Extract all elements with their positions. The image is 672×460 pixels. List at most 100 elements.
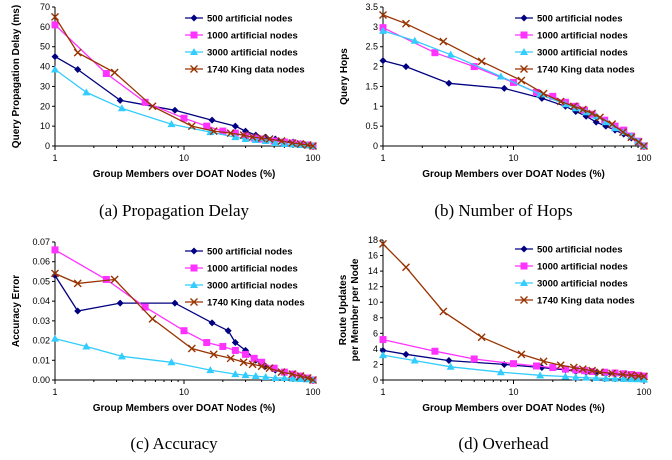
data-point (401, 263, 410, 272)
y-tick-label: 1.5 (365, 81, 378, 91)
data-point (231, 370, 240, 378)
data-point (303, 374, 312, 383)
y-tick-label: 0.01 (32, 355, 50, 365)
legend-label: 1740 King data nodes (537, 296, 635, 307)
data-point (116, 299, 124, 307)
data-point (51, 246, 59, 254)
data-point (496, 368, 505, 376)
data-point (141, 303, 149, 311)
data-point (379, 10, 387, 19)
chart-panel-3: 0.00 0.01 0.02 0.03 0.04 0.05 0.06 0.07 1 10 100 Gr… (11, 237, 321, 453)
data-point (296, 140, 305, 149)
y-tick-label: 0.5 (365, 121, 378, 131)
data-point (141, 98, 149, 106)
data-point (203, 339, 211, 347)
chart-panel-4: 0 2 4 6 8 10 12 14 16 18 1 10 100 Group Members over … (338, 235, 652, 453)
data-point (561, 372, 570, 380)
data-point (51, 12, 59, 21)
legend-label: 3000 artificial nodes (207, 281, 298, 292)
data-point (226, 354, 235, 363)
x-tick-label: 1 (52, 387, 57, 397)
data-point (634, 138, 643, 147)
y-axis-label: Query Propagation Delay (ms) (11, 5, 22, 148)
y-axis-label: Route Updates (338, 274, 349, 345)
data-point (627, 132, 636, 140)
data-point (640, 142, 648, 150)
chart-panel-1: 0 10 20 30 40 50 60 70 1 10 100 Group Members over … (11, 2, 321, 220)
y-tick-label: 6 (373, 328, 378, 338)
y-tick-label: 70 (40, 2, 50, 12)
data-point (82, 88, 91, 96)
data-point (241, 371, 250, 379)
data-point (611, 374, 620, 382)
data-point (258, 135, 266, 143)
data-point (248, 133, 257, 142)
data-point (470, 63, 478, 71)
data-point (517, 76, 526, 85)
data-point (180, 114, 188, 122)
data-point (231, 122, 239, 130)
data-point (110, 275, 119, 284)
data-point (271, 374, 280, 382)
data-point (634, 375, 643, 383)
data-point (231, 133, 240, 141)
legend-marker (190, 281, 198, 288)
data-point (539, 89, 548, 98)
data-point (601, 118, 610, 126)
series-4 (379, 10, 648, 150)
series-line (54, 272, 314, 381)
data-point (595, 113, 604, 122)
data-point (110, 68, 119, 77)
data-point (208, 116, 216, 124)
x-tick-label: 100 (305, 153, 320, 163)
data-point (167, 358, 176, 366)
data-point (379, 336, 387, 344)
data-point (446, 362, 455, 370)
data-point (257, 134, 266, 143)
data-point (578, 365, 587, 374)
data-point (51, 269, 59, 278)
data-point (601, 374, 610, 382)
y-tick-label: 0 (373, 141, 378, 151)
data-point (209, 350, 218, 359)
data-point (627, 375, 636, 383)
data-point (539, 357, 548, 366)
data-point (571, 373, 580, 381)
x-tick-label: 10 (179, 153, 189, 163)
y-tick-label: 2.5 (365, 42, 378, 52)
x-tick-label: 100 (305, 387, 320, 397)
series-line (54, 16, 314, 147)
data-point (595, 368, 604, 377)
data-point (208, 319, 216, 327)
data-point (74, 307, 82, 315)
data-point (379, 239, 387, 248)
series-line (382, 338, 645, 377)
data-point (116, 96, 124, 104)
x-axis-label: Group Members over DOAT Nodes (%) (93, 403, 276, 414)
data-point (309, 376, 317, 384)
data-point (608, 120, 617, 129)
legend-marker (520, 14, 528, 22)
y-tick-label: 0.05 (32, 276, 50, 286)
data-point (410, 36, 419, 44)
data-point (148, 102, 157, 111)
data-point (280, 374, 289, 382)
y-tick-label: 8 (373, 313, 378, 323)
x-tick-label: 1 (380, 153, 385, 163)
data-point (171, 299, 179, 307)
data-point (265, 135, 274, 144)
data-point (309, 142, 317, 150)
y-tick-label: 0.04 (32, 296, 50, 306)
legend: 500 artificial nodes 1000 artificial node… (515, 245, 635, 307)
data-point (445, 357, 453, 365)
data-point (167, 120, 176, 128)
legend: 500 artificial nodes 1000 artificial node… (185, 14, 305, 76)
y-tick-label: 0 (45, 141, 50, 151)
legend-label: 3000 artificial nodes (537, 279, 628, 290)
y-tick-label: 50 (40, 42, 50, 52)
x-tick-label: 1 (380, 387, 385, 397)
data-point (51, 53, 59, 61)
data-point (608, 369, 617, 378)
legend-label: 1000 artificial nodes (537, 262, 628, 273)
